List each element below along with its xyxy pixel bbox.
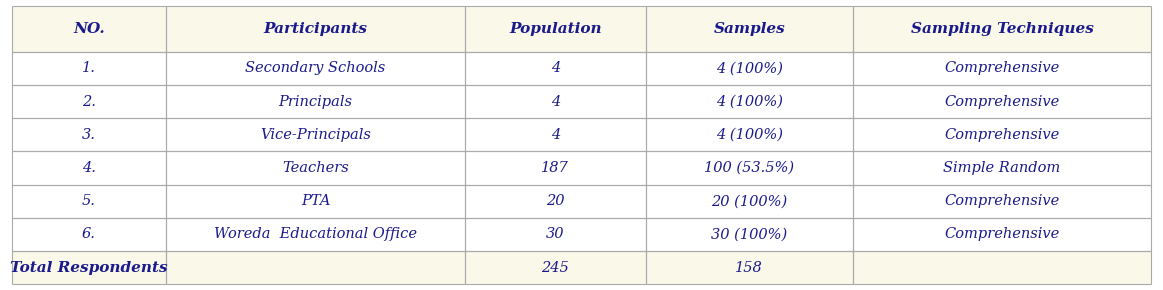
Bar xyxy=(852,6,1151,52)
Bar xyxy=(166,118,465,151)
Bar xyxy=(852,85,1151,118)
Bar xyxy=(465,184,645,218)
Text: 245: 245 xyxy=(542,261,569,275)
Text: 6.: 6. xyxy=(81,227,95,241)
Text: 30: 30 xyxy=(547,227,564,241)
Text: 4 (100%): 4 (100%) xyxy=(715,95,783,108)
Text: 158: 158 xyxy=(735,261,763,275)
Bar xyxy=(166,151,465,184)
Text: Comprehensive: Comprehensive xyxy=(944,128,1059,142)
Bar xyxy=(852,151,1151,184)
Bar xyxy=(166,85,465,118)
Bar xyxy=(12,118,166,151)
Text: Population: Population xyxy=(509,22,601,36)
Text: 1.: 1. xyxy=(81,61,95,75)
Bar xyxy=(645,184,852,218)
Text: 187: 187 xyxy=(542,161,569,175)
Bar xyxy=(645,6,852,52)
Bar xyxy=(12,6,166,52)
Bar xyxy=(852,251,1151,284)
Bar xyxy=(852,52,1151,85)
Text: 100 (53.5%): 100 (53.5%) xyxy=(704,161,794,175)
Text: Vice-Principals: Vice-Principals xyxy=(261,128,371,142)
Bar xyxy=(465,85,645,118)
Text: Participants: Participants xyxy=(264,22,368,36)
Text: Sampling Techniques: Sampling Techniques xyxy=(911,22,1093,36)
Bar xyxy=(465,251,645,284)
Bar xyxy=(852,184,1151,218)
Bar xyxy=(12,184,166,218)
Bar xyxy=(12,218,166,251)
Text: 4: 4 xyxy=(550,61,559,75)
Text: 20: 20 xyxy=(547,194,564,208)
Bar xyxy=(645,218,852,251)
Bar xyxy=(166,218,465,251)
Bar xyxy=(465,118,645,151)
Text: Teachers: Teachers xyxy=(283,161,349,175)
Text: Samples: Samples xyxy=(713,22,785,36)
Text: Comprehensive: Comprehensive xyxy=(944,227,1059,241)
Text: Secondary Schools: Secondary Schools xyxy=(245,61,386,75)
Bar xyxy=(645,118,852,151)
Bar xyxy=(465,218,645,251)
Bar xyxy=(465,52,645,85)
Text: 2.: 2. xyxy=(81,95,95,108)
Text: Principals: Principals xyxy=(279,95,352,108)
Text: Total Respondents: Total Respondents xyxy=(10,261,167,275)
Text: NO.: NO. xyxy=(73,22,105,36)
Bar xyxy=(852,218,1151,251)
Bar xyxy=(166,184,465,218)
Text: PTA: PTA xyxy=(301,194,330,208)
Text: 4: 4 xyxy=(550,95,559,108)
Bar xyxy=(465,151,645,184)
Bar xyxy=(645,151,852,184)
Text: Simple Random: Simple Random xyxy=(943,161,1061,175)
Bar xyxy=(645,251,852,284)
Text: 30 (100%): 30 (100%) xyxy=(711,227,787,241)
Text: Comprehensive: Comprehensive xyxy=(944,61,1059,75)
Text: 4: 4 xyxy=(550,128,559,142)
Text: 3.: 3. xyxy=(81,128,95,142)
Text: Woreda  Educational Office: Woreda Educational Office xyxy=(214,227,418,241)
Text: 4 (100%): 4 (100%) xyxy=(715,61,783,75)
Bar xyxy=(12,52,166,85)
Text: 4 (100%): 4 (100%) xyxy=(715,128,783,142)
Text: 5.: 5. xyxy=(81,194,95,208)
Bar xyxy=(166,251,465,284)
Bar xyxy=(166,6,465,52)
Bar xyxy=(12,251,166,284)
Bar xyxy=(166,52,465,85)
Bar xyxy=(852,118,1151,151)
Text: Comprehensive: Comprehensive xyxy=(944,194,1059,208)
Text: 4.: 4. xyxy=(81,161,95,175)
Bar xyxy=(12,151,166,184)
Text: 20 (100%): 20 (100%) xyxy=(711,194,787,208)
Bar xyxy=(645,85,852,118)
Bar xyxy=(645,52,852,85)
Text: Comprehensive: Comprehensive xyxy=(944,95,1059,108)
Bar xyxy=(465,6,645,52)
Bar xyxy=(12,85,166,118)
